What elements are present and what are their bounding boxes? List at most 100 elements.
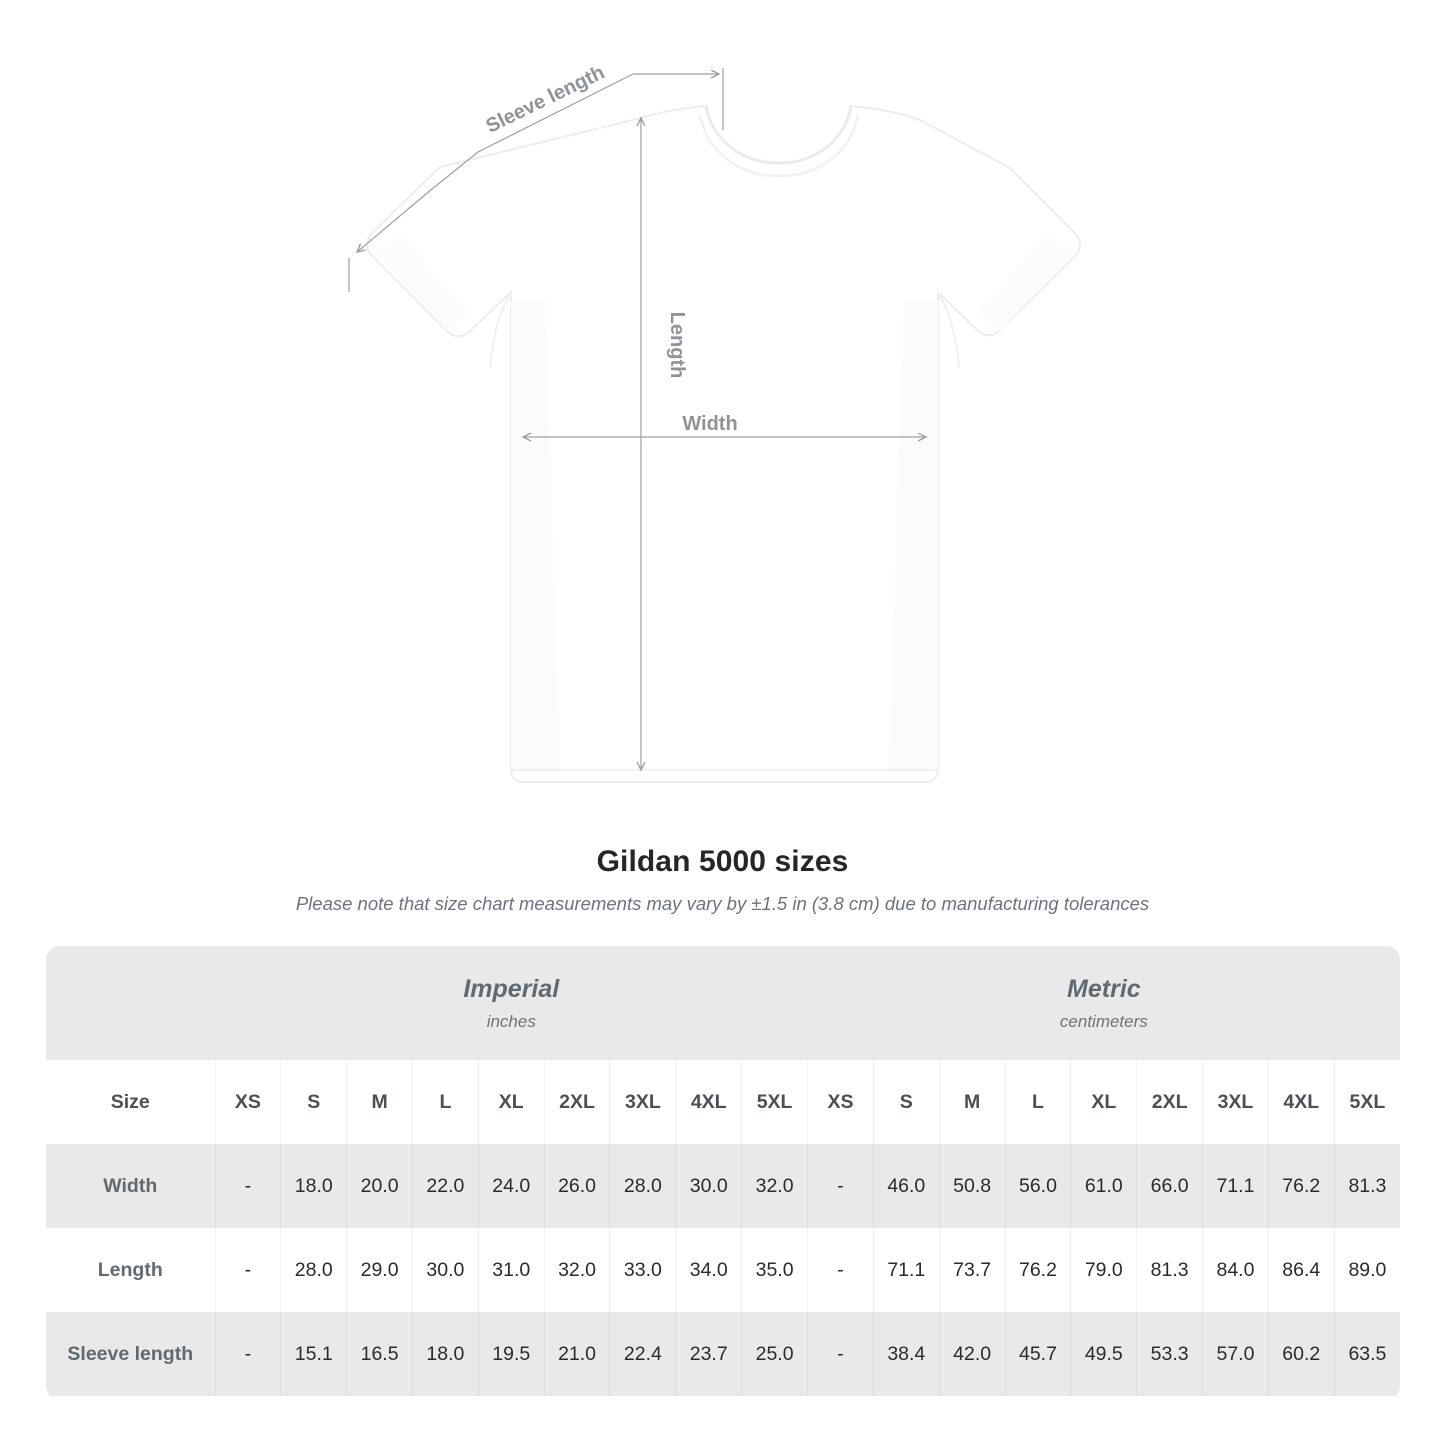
size-col-met-xs: XS	[807, 1060, 874, 1144]
size-col-imp-l: L	[411, 1060, 479, 1144]
width-label: Width	[682, 413, 737, 435]
width-imp-m: 20.0	[346, 1144, 413, 1228]
width-imp-l: 22.0	[411, 1144, 479, 1228]
sleeve-imp-4xl: 23.7	[675, 1312, 742, 1396]
sleeve-imp-xl: 19.5	[477, 1312, 545, 1396]
tshirt-silhouette	[366, 104, 1081, 783]
width-met-4xl: 76.2	[1267, 1144, 1335, 1228]
size-col-imp-2xl: 2XL	[543, 1060, 610, 1144]
size-col-met-5xl: 5XL	[1333, 1060, 1400, 1144]
length-imp-m: 29.0	[346, 1228, 413, 1312]
length-met-s: 71.1	[872, 1228, 940, 1312]
size-col-met-2xl: 2XL	[1136, 1060, 1203, 1144]
length-label: Length	[666, 312, 688, 379]
sleeve-length-label: Sleeve length	[483, 61, 609, 137]
table-row-length: Length - 28.0 29.0 30.0 31.0 32.0 33.0 3…	[46, 1228, 1400, 1312]
width-imp-xs: -	[214, 1144, 281, 1228]
length-met-xl: 79.0	[1070, 1228, 1137, 1312]
width-met-5xl: 81.3	[1333, 1144, 1400, 1228]
size-col-met-3xl: 3XL	[1202, 1060, 1269, 1144]
size-col-imp-xs: XS	[214, 1060, 281, 1144]
sleeve-length-guide	[348, 68, 724, 292]
sleeve-imp-m: 16.5	[346, 1312, 413, 1396]
length-met-2xl: 81.3	[1136, 1228, 1203, 1312]
width-imp-3xl: 28.0	[609, 1144, 676, 1228]
unit-imperial-name: Imperial	[463, 975, 560, 1004]
unit-spacer	[46, 946, 215, 1060]
width-met-xl: 61.0	[1070, 1144, 1137, 1228]
width-imp-5xl: 32.0	[741, 1144, 808, 1228]
sleeve-imp-2xl: 21.0	[543, 1312, 610, 1396]
length-met-4xl: 86.4	[1267, 1228, 1335, 1312]
length-met-l: 76.2	[1004, 1228, 1071, 1312]
tolerance-note: Please note that size chart measurements…	[295, 893, 1150, 914]
size-col-met-s: S	[872, 1060, 940, 1144]
length-met-m: 73.7	[938, 1228, 1006, 1312]
unit-imperial-cell: Imperial inches	[215, 946, 808, 1060]
unit-imperial-sub: inches	[486, 1011, 536, 1031]
row-label-sleeve-length: Sleeve length	[46, 1312, 215, 1396]
size-table-container: Imperial inches Metric centimeters Size	[46, 946, 1400, 1400]
sleeve-met-xl: 49.5	[1070, 1312, 1137, 1396]
sleeve-imp-3xl: 22.4	[609, 1312, 676, 1396]
length-met-3xl: 84.0	[1202, 1228, 1269, 1312]
sleeve-imp-l: 18.0	[411, 1312, 479, 1396]
table-row-width: Width - 18.0 20.0 22.0 24.0 26.0 28.0 30…	[46, 1144, 1400, 1228]
page-title: Gildan 5000 sizes	[596, 845, 849, 878]
table-row-sleeve-length: Sleeve length - 15.1 16.5 18.0 19.5 21.0…	[46, 1312, 1400, 1396]
size-col-met-xl: XL	[1070, 1060, 1137, 1144]
length-imp-s: 28.0	[280, 1228, 347, 1312]
size-table: Imperial inches Metric centimeters Size	[46, 946, 1400, 1396]
unit-metric-cell: Metric centimeters	[807, 946, 1400, 1060]
sleeve-met-2xl: 53.3	[1136, 1312, 1203, 1396]
width-met-s: 46.0	[872, 1144, 940, 1228]
width-imp-2xl: 26.0	[543, 1144, 610, 1228]
sleeve-met-5xl: 63.5	[1333, 1312, 1400, 1396]
width-imp-4xl: 30.0	[675, 1144, 742, 1228]
row-label-width: Width	[46, 1144, 215, 1228]
size-col-imp-m: M	[346, 1060, 413, 1144]
length-imp-xl: 31.0	[477, 1228, 545, 1312]
sleeve-met-4xl: 60.2	[1267, 1312, 1335, 1396]
length-imp-xs: -	[214, 1228, 281, 1312]
size-col-met-m: M	[938, 1060, 1006, 1144]
size-col-met-4xl: 4XL	[1267, 1060, 1335, 1144]
length-imp-3xl: 33.0	[609, 1228, 676, 1312]
sleeve-met-xs: -	[807, 1312, 874, 1396]
title-block: Gildan 5000 sizes Please note that size …	[0, 845, 1445, 915]
size-col-met-l: L	[1004, 1060, 1071, 1144]
unit-header-row: Imperial inches Metric centimeters	[46, 946, 1400, 1060]
length-imp-4xl: 34.0	[675, 1228, 742, 1312]
size-col-imp-4xl: 4XL	[675, 1060, 742, 1144]
width-met-2xl: 66.0	[1136, 1144, 1203, 1228]
sleeve-met-s: 38.4	[872, 1312, 940, 1396]
size-col-imp-3xl: 3XL	[609, 1060, 676, 1144]
width-imp-s: 18.0	[280, 1144, 347, 1228]
size-col-imp-xl: XL	[477, 1060, 545, 1144]
length-met-xs: -	[807, 1228, 874, 1312]
width-met-3xl: 71.1	[1202, 1144, 1269, 1228]
sleeve-imp-s: 15.1	[280, 1312, 347, 1396]
length-imp-2xl: 32.0	[543, 1228, 610, 1312]
size-header-row: Size XS S M L XL 2XL 3XL 4XL 5XL XS S M …	[46, 1060, 1400, 1144]
unit-metric-name: Metric	[1067, 975, 1141, 1004]
size-col-imp-s: S	[280, 1060, 347, 1144]
sleeve-met-3xl: 57.0	[1202, 1312, 1269, 1396]
width-met-l: 56.0	[1004, 1144, 1071, 1228]
length-met-5xl: 89.0	[1333, 1228, 1400, 1312]
unit-metric-sub: centimeters	[1059, 1011, 1148, 1031]
row-label-length: Length	[46, 1228, 215, 1312]
width-met-xs: -	[807, 1144, 874, 1228]
tshirt-measurement-diagram: Sleeve length Length Width	[348, 61, 1081, 783]
sleeve-imp-xs: -	[214, 1312, 281, 1396]
width-imp-xl: 24.0	[477, 1144, 545, 1228]
size-col-imp-5xl: 5XL	[741, 1060, 808, 1144]
length-imp-l: 30.0	[411, 1228, 479, 1312]
sleeve-met-m: 42.0	[938, 1312, 1006, 1396]
length-imp-5xl: 35.0	[741, 1228, 808, 1312]
sleeve-met-l: 45.7	[1004, 1312, 1071, 1396]
size-header-label: Size	[46, 1060, 215, 1144]
width-met-m: 50.8	[938, 1144, 1006, 1228]
sleeve-imp-5xl: 25.0	[741, 1312, 808, 1396]
